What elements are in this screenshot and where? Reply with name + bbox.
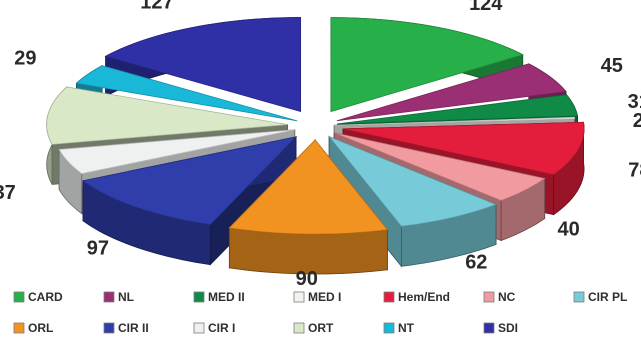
legend-label-nt: NT bbox=[398, 321, 415, 335]
legend-item-nt: NT bbox=[383, 321, 415, 335]
legend-label-nc: NC bbox=[498, 290, 516, 304]
legend-label-cir-i: CIR I bbox=[208, 321, 235, 335]
pie-slice-cir-ii bbox=[82, 135, 298, 266]
legend-label-cir-ii: CIR II bbox=[118, 321, 149, 335]
pie-slice-sdi bbox=[104, 17, 302, 113]
data-label-cir-ii: 97 bbox=[87, 238, 109, 260]
data-label-med-ii: 31 bbox=[628, 91, 641, 113]
legend-swatch-cir-pl bbox=[573, 291, 585, 303]
legend-label-sdi: SDI bbox=[498, 321, 518, 335]
data-label-cir-i: 37 bbox=[0, 182, 16, 204]
legend-item-nl: NL bbox=[103, 290, 134, 304]
pie-slice-top-cir-ii bbox=[82, 136, 298, 226]
pie-slice-top-sdi bbox=[104, 17, 302, 113]
legend-label-hem-end: Hem/End bbox=[398, 290, 450, 304]
pie-slice-top-med-ii bbox=[337, 94, 579, 125]
pie-slice-outer-side-orl bbox=[228, 227, 388, 275]
legend-label-nl: NL bbox=[118, 290, 134, 304]
pie-slice-top-ort bbox=[46, 86, 288, 145]
legend-swatch-nc bbox=[483, 291, 495, 303]
data-label-sdi: 127 bbox=[140, 0, 173, 13]
data-label-cir-pl: 62 bbox=[465, 252, 487, 274]
pie-slices-layer bbox=[46, 17, 585, 275]
pie-slice-top-card bbox=[330, 17, 524, 113]
data-label-card: 124 bbox=[469, 0, 503, 15]
legend-swatch-sdi bbox=[483, 322, 495, 334]
pie-slice-top-nl bbox=[336, 63, 567, 122]
legend-swatch-ort bbox=[293, 322, 305, 334]
legend-item-cir-pl: CIR PL bbox=[573, 290, 627, 304]
legend-swatch-nl bbox=[103, 291, 115, 303]
data-label-nl: 45 bbox=[601, 55, 623, 77]
legend-item-sdi: SDI bbox=[483, 321, 518, 335]
data-labels-layer: 124453127840629097378429127 bbox=[0, 0, 641, 290]
pie-slice-top-med-i bbox=[334, 116, 576, 126]
legend-item-med-ii: MED II bbox=[193, 290, 245, 304]
pie-slice-top-hem-end bbox=[343, 121, 585, 176]
legend-item-cir-ii: CIR II bbox=[103, 321, 149, 335]
legend-label-med-i: MED I bbox=[308, 290, 341, 304]
legend-swatch-med-i bbox=[293, 291, 305, 303]
data-label-orl: 90 bbox=[296, 268, 318, 290]
legend-label-med-ii: MED II bbox=[208, 290, 245, 304]
legend-swatch-cir-ii bbox=[103, 322, 115, 334]
legend-item-card: CARD bbox=[13, 290, 63, 304]
legend-item-cir-i: CIR I bbox=[193, 321, 235, 335]
legend-label-card: CARD bbox=[28, 290, 63, 304]
data-label-hem-end: 78 bbox=[628, 160, 641, 182]
pie-slice-top-nt bbox=[75, 65, 298, 122]
legend-item-orl: ORL bbox=[13, 321, 53, 335]
legend-swatch-nt bbox=[383, 322, 395, 334]
pie-slice-cir-pl bbox=[327, 135, 498, 268]
data-label-nt: 29 bbox=[14, 48, 36, 70]
pie-slice-top-cir-i bbox=[58, 129, 295, 175]
pie-slice-top-cir-pl bbox=[327, 135, 498, 227]
legend-swatch-hem-end bbox=[383, 291, 395, 303]
data-label-med-i: 2 bbox=[633, 110, 641, 132]
data-label-nc: 40 bbox=[558, 218, 580, 240]
legend-item-nc: NC bbox=[483, 290, 516, 304]
pie-slice-top-orl bbox=[228, 139, 389, 235]
legend-label-orl: ORL bbox=[28, 321, 53, 335]
legend-swatch-med-ii bbox=[193, 291, 205, 303]
legend-swatch-orl bbox=[13, 322, 25, 334]
legend-swatch-cir-i bbox=[193, 322, 205, 334]
legend-label-ort: ORT bbox=[308, 321, 334, 335]
legend-item-med-i: MED I bbox=[293, 290, 341, 304]
legend-label-cir-pl: CIR PL bbox=[588, 290, 627, 304]
pie-slice-orl bbox=[228, 138, 389, 275]
pie-slice-card bbox=[330, 17, 524, 113]
legend: CARD NL MED II MED I Hem/End NC CIR PL ORL CIR I… bbox=[13, 290, 627, 335]
legend-swatch-card bbox=[13, 291, 25, 303]
legend-item-hem-end: Hem/End bbox=[383, 290, 450, 304]
legend-item-ort: ORT bbox=[293, 321, 334, 335]
pie-slice-top-nc bbox=[334, 132, 546, 201]
